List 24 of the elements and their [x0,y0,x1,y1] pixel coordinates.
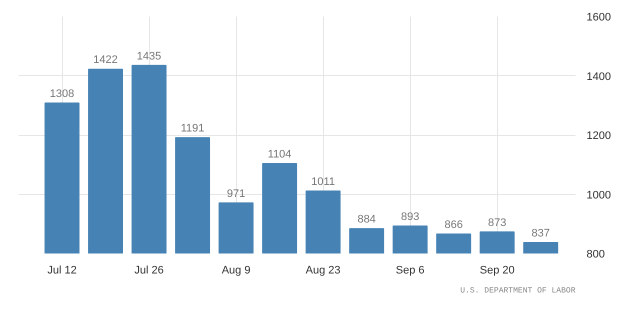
data-label: 1104 [268,148,292,160]
y-tick-label: 800 [586,248,605,260]
data-label: 1011 [311,176,335,188]
x-tick-label: Aug 9 [222,264,250,276]
data-label: 1422 [93,54,118,66]
data-label: 893 [400,210,420,223]
data-label: 971 [226,188,246,200]
x-tick-label: Sep 20 [480,264,515,276]
data-label: 837 [532,228,550,240]
x-tick-label: Sep 6 [396,264,425,276]
y-tick-label: 1600 [586,12,611,24]
y-tick-label: 1400 [586,70,611,83]
data-label: 866 [444,218,463,231]
text: U.S. DEPARTMENT OF LABOR [460,286,576,296]
data-label: 873 [488,216,506,229]
y-tick-label: 1000 [586,189,611,202]
data-label: 884 [357,214,376,226]
x-tick-label: Jul 12 [47,264,77,276]
data-label: 1308 [50,88,74,100]
y-tick-label: 1200 [586,130,611,142]
x-tick-label: Jul 26 [134,264,164,276]
data-label: 1435 [136,50,162,62]
x-tick-label: Aug 23 [306,264,341,276]
data-label: 1191 [180,122,204,135]
